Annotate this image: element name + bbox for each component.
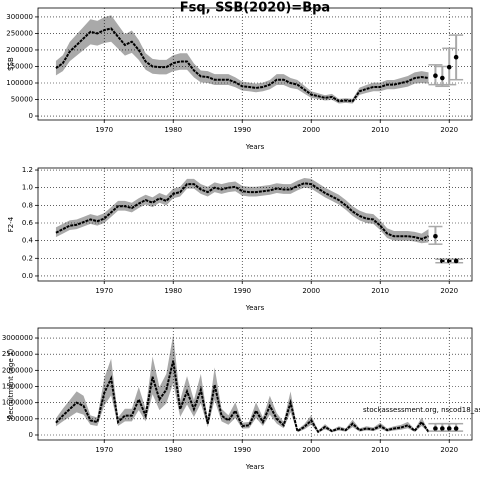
y-tick-label: 0.8 <box>22 201 33 209</box>
y-tick-label: 500000 <box>6 415 33 423</box>
projection-point <box>433 426 438 431</box>
x-tick-label: 1970 <box>95 446 113 454</box>
estimate-line <box>55 360 430 434</box>
annotation: stockassessment.org, nscod18_ass02, r100… <box>363 406 480 414</box>
confidence-band <box>55 334 429 433</box>
y-tick-label: 0 <box>29 431 33 439</box>
x-tick-label: 1980 <box>164 287 182 295</box>
y-tick-label: 50000 <box>11 96 33 104</box>
y-tick-label: 1000000 <box>2 399 33 407</box>
y-axis-label: SSB <box>7 57 15 71</box>
x-tick-label: 2000 <box>302 287 320 295</box>
x-tick-label: 1990 <box>233 126 251 134</box>
plot <box>38 328 472 440</box>
estimate-line <box>55 27 429 103</box>
x-tick-label: 2010 <box>371 287 389 295</box>
x-tick-label: 1970 <box>95 126 113 134</box>
projection-point <box>440 426 445 431</box>
y-tick-label: 300000 <box>6 13 33 21</box>
y-tick-label: 200000 <box>6 46 33 54</box>
y-tick-label: 0 <box>29 112 33 120</box>
y-tick-label: 250000 <box>6 29 33 37</box>
x-tick-label: 1990 <box>233 287 251 295</box>
projection-point <box>453 426 459 431</box>
plot <box>38 168 472 281</box>
x-tick-label: 1990 <box>233 446 251 454</box>
y-axis-label: F2-4 <box>7 216 15 232</box>
y-tick-label: 1.0 <box>22 184 33 192</box>
y-tick-label: 2000000 <box>2 366 33 374</box>
x-tick-label: 2010 <box>371 126 389 134</box>
y-axis-label: Recruitment (age 1) <box>7 349 15 420</box>
y-tick-label: 0.6 <box>22 219 34 227</box>
x-tick-label: 2020 <box>440 446 458 454</box>
x-tick-label: 1980 <box>164 126 182 134</box>
projection-point <box>446 64 452 70</box>
plot-frame <box>37 327 473 441</box>
projection-point <box>453 258 459 264</box>
x-tick-label: 2010 <box>371 446 389 454</box>
x-tick-label: 2020 <box>440 126 458 134</box>
y-tick-label: 0.0 <box>22 272 33 280</box>
y-tick-label: 1.2 <box>22 166 33 174</box>
x-axis-label: Years <box>245 463 265 471</box>
chart-title: Fsq, SSB(2020)=Bpa <box>180 1 330 16</box>
projection-point <box>433 233 438 239</box>
x-axis-label: Years <box>245 143 265 151</box>
y-tick-label: 0.2 <box>22 254 33 262</box>
x-tick-label: 2020 <box>440 287 458 295</box>
plot-frame <box>37 167 473 282</box>
x-tick-label: 1980 <box>164 446 182 454</box>
x-tick-label: 2000 <box>302 446 320 454</box>
x-tick-label: 2000 <box>302 126 320 134</box>
x-tick-label: 1970 <box>95 287 113 295</box>
y-tick-label: 100000 <box>6 79 33 87</box>
projection-point <box>453 54 459 60</box>
y-tick-label: 1500000 <box>2 383 33 391</box>
plot-frame <box>37 7 473 121</box>
confidence-band <box>55 177 429 244</box>
y-tick-label: 150000 <box>6 62 33 70</box>
projection-point <box>446 426 452 431</box>
estimate-line <box>55 182 429 240</box>
projection-point <box>433 73 438 79</box>
x-axis-label: Years <box>245 304 265 312</box>
y-tick-label: 0.4 <box>22 237 34 245</box>
plot <box>38 8 472 120</box>
y-tick-label: 3000000 <box>2 334 33 342</box>
y-tick-label: 2500000 <box>2 350 33 358</box>
projection-point <box>440 75 445 81</box>
